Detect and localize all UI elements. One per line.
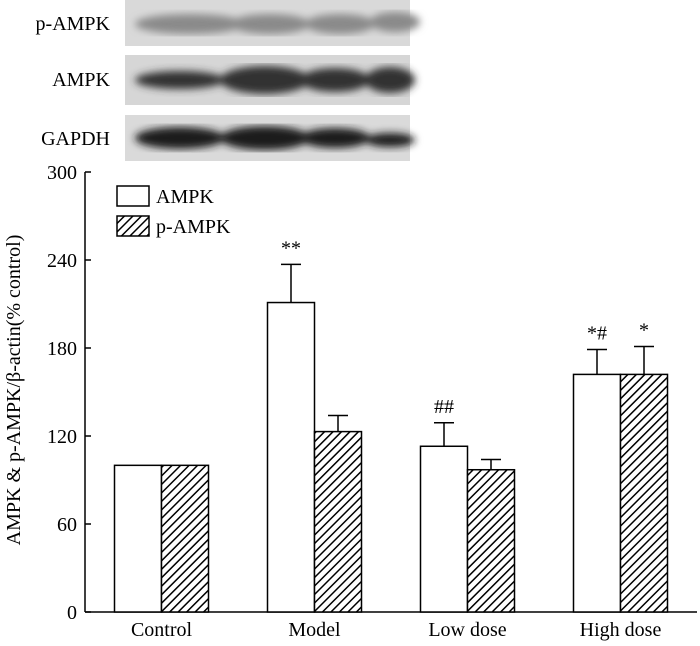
y-tick-label: 300 <box>47 162 77 184</box>
bar <box>113 464 163 613</box>
legend-swatch <box>116 185 150 207</box>
bar <box>419 445 469 613</box>
bar <box>466 468 516 613</box>
bar <box>572 373 622 613</box>
legend-label: p-AMPK <box>156 216 231 238</box>
significance-label: * <box>639 320 649 342</box>
y-axis-label: AMPK & p-AMPK/β-actin(% control) <box>3 235 25 546</box>
x-tick-label: Model <box>288 619 341 641</box>
y-tick-label: 240 <box>47 250 77 272</box>
bar <box>619 373 669 613</box>
bar <box>313 430 363 613</box>
x-tick-label: High dose <box>580 619 662 641</box>
western-blot: p-AMPK AMPK GAPDH <box>36 0 420 161</box>
blot-bands <box>135 126 415 150</box>
legend-label: AMPK <box>156 186 214 208</box>
blot-label: p-AMPK <box>36 13 111 35</box>
chart: 0 60 120 180 240 300 Control Model ** Low dose ## H… <box>47 162 697 641</box>
y-tick-label: 120 <box>47 426 77 448</box>
x-tick-label: Control <box>131 619 193 641</box>
x-tick-label: Low dose <box>428 619 506 641</box>
legend-swatch <box>116 215 150 237</box>
bar <box>160 464 210 613</box>
blot-bands <box>135 12 420 34</box>
significance-label: ** <box>281 237 301 259</box>
blot-bands <box>135 66 415 94</box>
blot-label: AMPK <box>52 69 110 91</box>
bar <box>266 301 316 613</box>
significance-label: ## <box>434 396 454 418</box>
blot-label: GAPDH <box>41 128 110 150</box>
y-tick-label: 180 <box>47 338 77 360</box>
y-tick-label: 60 <box>57 514 77 536</box>
significance-label: *# <box>587 322 607 344</box>
y-tick-label: 0 <box>67 602 77 624</box>
